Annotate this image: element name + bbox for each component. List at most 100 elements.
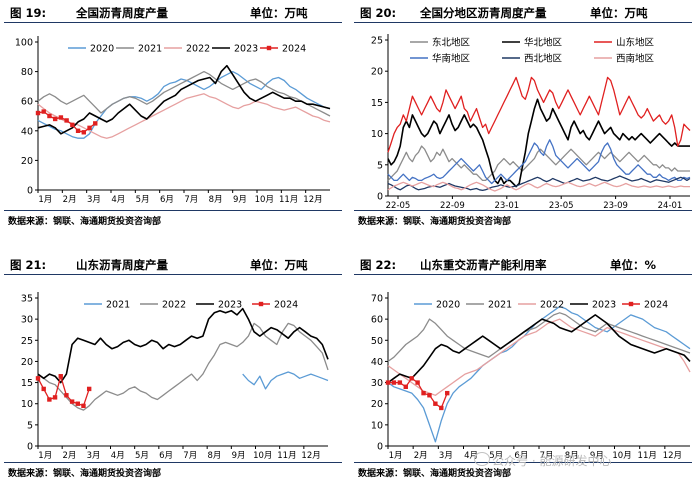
x-tick-label: 9月 — [232, 451, 246, 461]
legend-label: 2021 — [106, 300, 130, 311]
series-point-2024 — [93, 121, 98, 126]
series-point-2024 — [41, 109, 46, 114]
legend-label: 2023 — [218, 300, 242, 311]
series-point-2024 — [58, 374, 63, 379]
series-point-2024 — [52, 116, 58, 122]
y-tick-label: 25 — [371, 36, 383, 47]
series-line-华北地区 — [387, 98, 690, 188]
series-line-东北地区 — [387, 145, 690, 182]
x-tick-label: 11月 — [279, 195, 298, 205]
x-tick-label: 22-09 — [440, 201, 465, 210]
x-tick-label: 12月 — [301, 451, 320, 461]
y-tick-label: 25 — [21, 336, 33, 347]
source-note: 数据来源：钢联、海通期货投资咨询部 — [358, 469, 512, 479]
legend-label: 2021 — [488, 300, 512, 311]
figure-number: 图 19: — [10, 6, 47, 20]
x-tick-label: 6月 — [514, 451, 528, 461]
x-tick-label: 22-05 — [386, 201, 411, 210]
chart-22-plot: 0 10 20 30 40 50 60 70 1月 2月 3月 4月 5月 6月 7月 8月 9月 10月 11月 1… — [371, 292, 691, 461]
legend-label: 2021 — [138, 44, 162, 55]
x-tick-label: 10月 — [255, 195, 274, 205]
x-tick-label: 9月 — [233, 195, 247, 205]
x-tick-label: 4月 — [464, 451, 478, 461]
x-tick-label: 6月 — [159, 451, 173, 461]
series-line-2022 — [37, 322, 329, 411]
series-line-2020 — [37, 70, 331, 139]
chart-unit: 单位：% — [610, 258, 657, 272]
x-tick-label: 1月 — [38, 451, 52, 461]
x-tick-label: 23-09 — [603, 201, 628, 210]
x-tick-label: 9月 — [590, 451, 604, 461]
y-tick-label: 0 — [27, 442, 33, 453]
y-tick-label: 0 — [377, 442, 383, 453]
series-point-2024 — [415, 380, 420, 385]
y-tick-label: 5 — [377, 160, 383, 171]
x-tick-label: 2月 — [62, 451, 76, 461]
x-tick-label: 7月 — [183, 451, 197, 461]
series-point-2024 — [64, 118, 69, 123]
x-tick-label: 1月 — [389, 451, 403, 461]
chart-header: 图 19: 全国沥青周度产量 单位：万吨 — [4, 2, 342, 23]
x-tick-label: 11月 — [277, 451, 296, 461]
x-tick-label: 3月 — [439, 451, 453, 461]
chart-panel-19: 图 19: 全国沥青周度产量 单位：万吨 0 20 40 60 80 100 1月 2月 3月 4… — [0, 0, 346, 244]
series-point-2024 — [35, 376, 41, 381]
x-tick-label: 8月 — [209, 195, 223, 205]
series-point-2024 — [75, 401, 81, 406]
x-tick-label: 4月 — [111, 451, 125, 461]
series-point-2024 — [47, 113, 52, 119]
chart-21-plot: 0 5 10 15 20 25 30 35 1月 2月 3月 4月 5月 6月 7月 8月 9月 10月 11月 12… — [21, 292, 329, 461]
series-line-山东地区 — [387, 76, 691, 153]
y-tick-label: 10 — [371, 129, 383, 140]
legend-label: 2022 — [186, 44, 210, 55]
source-note: 数据来源：钢联、海通期货投资咨询部 — [8, 217, 162, 227]
x-tick-label: 10月 — [253, 451, 272, 461]
x-tick-label: 5月 — [136, 195, 150, 205]
chart-unit: 单位：万吨 — [250, 6, 308, 20]
series-line-2021 — [242, 371, 329, 390]
legend-label: 2024 — [274, 300, 298, 311]
x-tick-label: 8月 — [207, 451, 221, 461]
source-note: 数据来源：钢联、海通期货投资咨询部 — [358, 217, 512, 227]
x-tick-label: 1月 — [38, 195, 52, 205]
y-tick-label: 10 — [21, 399, 33, 410]
legend-label: 2023 — [234, 44, 258, 55]
x-tick-label: 4月 — [111, 195, 125, 205]
series-point-2024 — [391, 380, 397, 385]
legend-label: 山东地区 — [616, 37, 655, 49]
x-tick-label: 23-05 — [549, 201, 574, 210]
legend-label: 东北地区 — [432, 37, 471, 49]
chart-panel-22: 图 22: 山东重交沥青产能利用率 单位：% 0 10 20 30 40 50 60 70 1月… — [350, 252, 696, 496]
y-tick-label: 15 — [371, 98, 383, 109]
series-point-2024 — [69, 399, 75, 404]
chart-header: 图 20: 全国分地区沥青周度产量 单位：万吨 — [354, 2, 692, 23]
series-point-2024 — [403, 384, 408, 389]
chart-header: 图 21: 山东沥青周度产量 单位：万吨 — [4, 254, 342, 275]
x-tick-label: 5月 — [135, 451, 149, 461]
x-tick-label: 12月 — [303, 195, 322, 205]
x-tick-label: 11月 — [638, 451, 657, 461]
y-tick-label: 10 — [371, 420, 383, 431]
legend-label: 2024 — [644, 300, 668, 311]
source-note: 数据来源：钢联、海通期货投资咨询部 — [8, 469, 162, 479]
series-point-2024 — [64, 393, 69, 398]
x-tick-label: 12月 — [663, 451, 682, 461]
chart-panel-21: 图 21: 山东沥青周度产量 单位：万吨 0 5 10 15 20 25 30 35 1月 2月 3… — [0, 252, 346, 496]
legend-marker — [258, 301, 264, 307]
series-line-2022 — [387, 318, 691, 396]
series-point-2024 — [35, 110, 41, 116]
legend-label: 西南地区 — [616, 53, 655, 65]
y-tick-label: 0 — [27, 186, 33, 197]
watermark: 公众号 · 能源研发中心 — [492, 454, 612, 468]
legend-marker — [266, 45, 272, 51]
series-point-2024 — [439, 405, 444, 411]
series-point-2024 — [87, 125, 92, 131]
series-point-2024 — [75, 128, 81, 133]
y-tick-label: 100 — [15, 38, 33, 49]
y-tick-label: 20 — [371, 399, 383, 410]
y-tick-label: 50 — [371, 336, 383, 347]
x-tick-label: 3月 — [87, 195, 101, 205]
series-line-2023 — [37, 307, 329, 384]
chart-title: 全国分地区沥青周度产量 — [420, 6, 547, 20]
series-point-2024 — [81, 403, 86, 409]
